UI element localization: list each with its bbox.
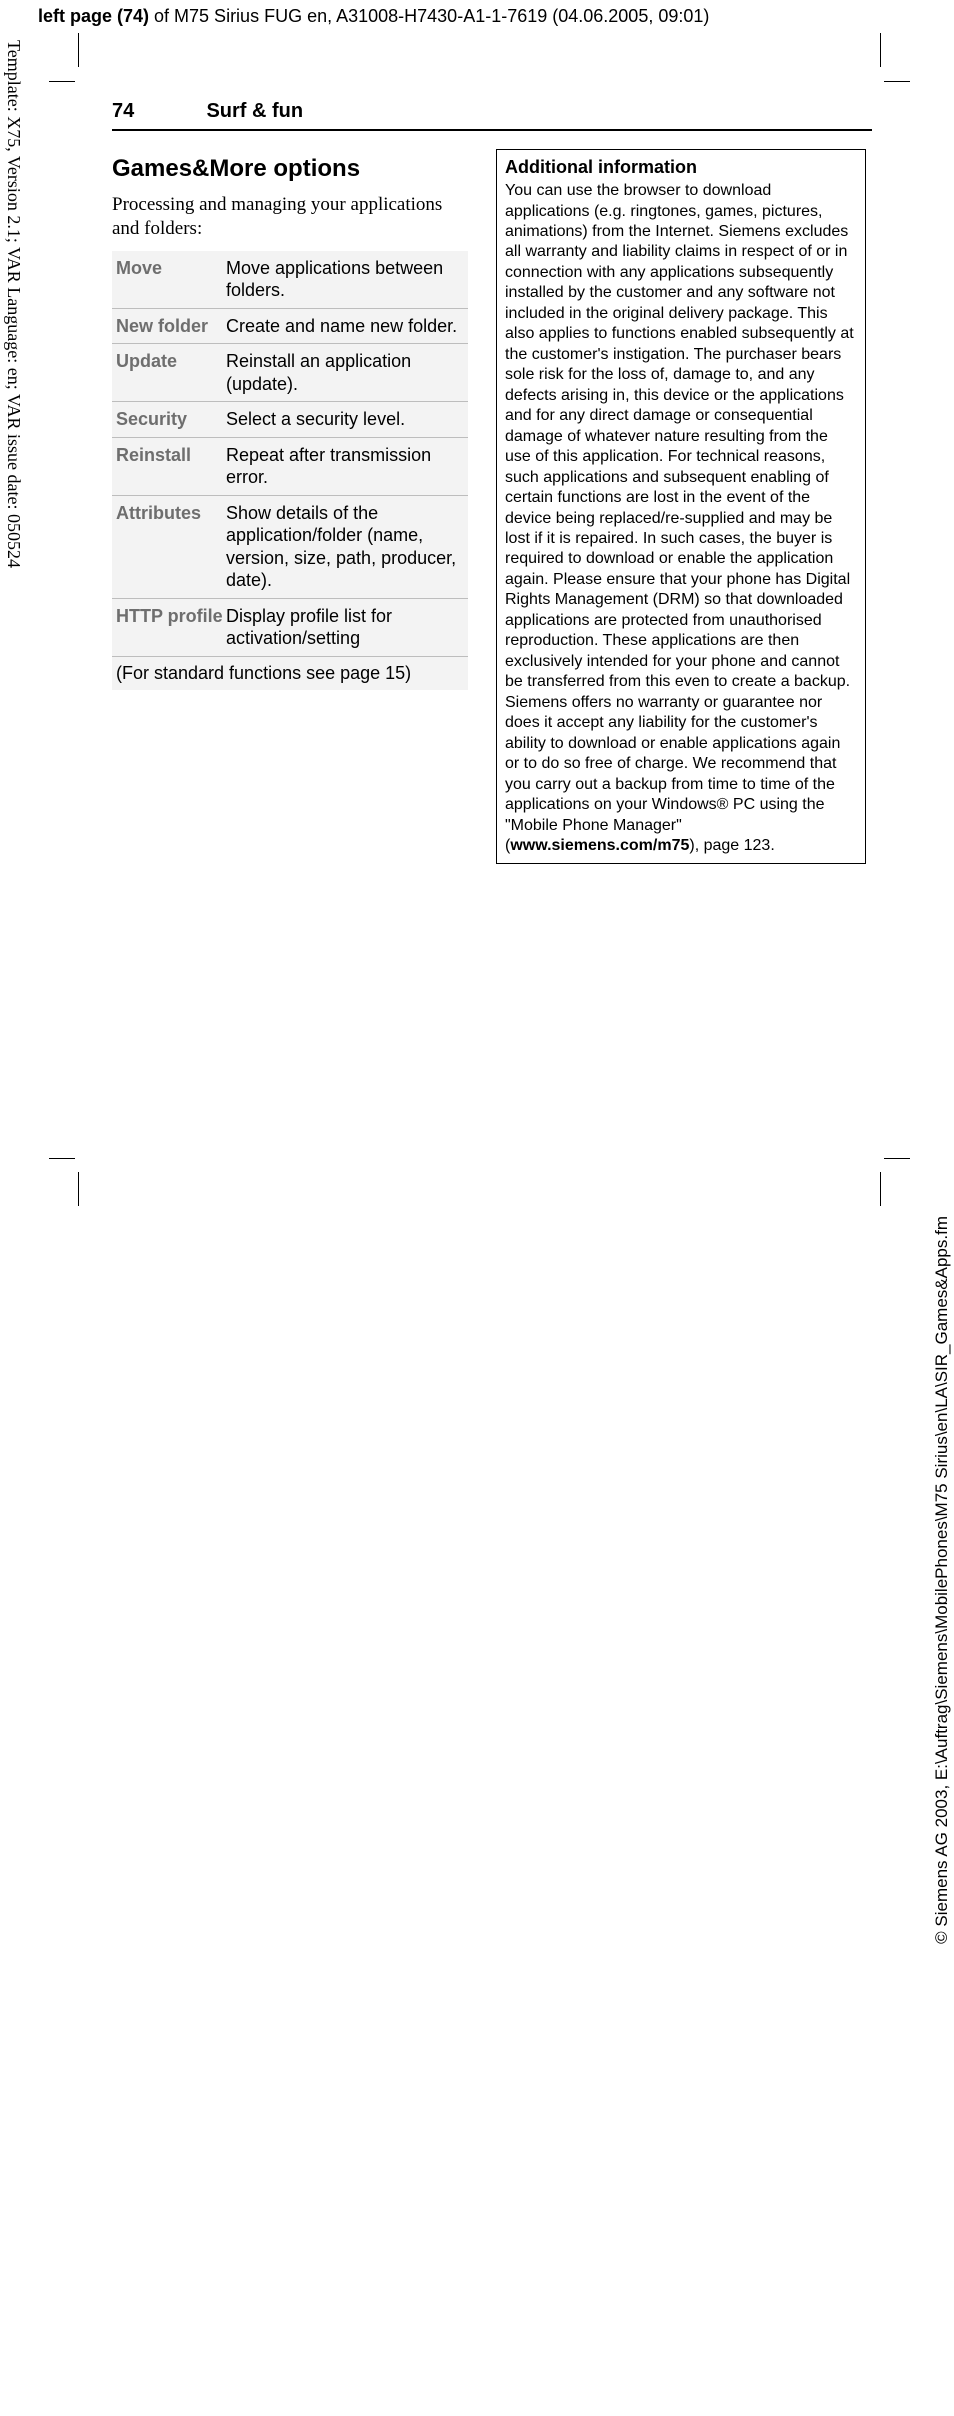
option-desc: Repeat after transmission error.	[226, 444, 464, 489]
table-row: Update Reinstall an application (update)…	[112, 344, 468, 402]
option-desc: Move applications between folders.	[226, 257, 464, 302]
crop-mark	[884, 1158, 910, 1159]
crop-mark	[49, 81, 75, 82]
option-term: Reinstall	[116, 444, 226, 489]
page: left page (74) of M75 Sirius FUG en, A31…	[0, 0, 954, 1246]
info-body-tail: ), page 123.	[689, 837, 774, 854]
option-desc: Reinstall an application (update).	[226, 350, 464, 395]
content-area: 74 Surf & fun Games&More options Process…	[112, 100, 872, 864]
crop-mark	[880, 33, 881, 67]
table-row: Move Move applications between folders.	[112, 251, 468, 309]
option-desc: Display profile list for activation/sett…	[226, 605, 464, 650]
table-row: Reinstall Repeat after transmission erro…	[112, 438, 468, 496]
crop-mark	[884, 81, 910, 82]
info-body: You can use the browser to download appl…	[505, 181, 857, 856]
option-term: Security	[116, 408, 226, 431]
option-desc: Create and name new folder.	[226, 315, 464, 338]
option-term: HTTP profile	[116, 605, 226, 650]
table-row: New folder Create and name new folder.	[112, 309, 468, 345]
crop-mark	[880, 1172, 881, 1206]
info-title: Additional information	[505, 156, 857, 179]
table-row: Attributes Show details of the applicati…	[112, 496, 468, 599]
crop-mark	[78, 33, 79, 67]
table-row: Security Select a security level.	[112, 402, 468, 438]
top-header-rest: of M75 Sirius FUG en, A31008-H7430-A1-1-…	[149, 6, 709, 26]
crop-mark	[78, 1172, 79, 1206]
info-box: Additional information You can use the b…	[496, 149, 866, 864]
page-number: 74	[112, 100, 202, 123]
running-header: 74 Surf & fun	[112, 100, 872, 131]
option-term: Move	[116, 257, 226, 302]
info-link: www.siemens.com/m75	[510, 837, 689, 854]
options-table: Move Move applications between folders. …	[112, 251, 468, 690]
option-term: New folder	[116, 315, 226, 338]
right-column: Additional information You can use the b…	[496, 149, 866, 864]
option-desc: Select a security level.	[226, 408, 464, 431]
right-margin-text: © Siemens AG 2003, E:\Auftrag\Siemens\Mo…	[932, 1216, 952, 2416]
crop-mark	[49, 1158, 75, 1159]
left-margin-text: Template: X75, Version 2.1; VAR Language…	[3, 40, 24, 1240]
table-footer: (For standard functions see page 15)	[112, 657, 468, 690]
option-term: Attributes	[116, 502, 226, 592]
section-title: Games&More options	[112, 155, 468, 183]
table-row: HTTP profile Display profile list for ac…	[112, 599, 468, 657]
left-column: Games&More options Processing and managi…	[112, 149, 468, 864]
option-term: Update	[116, 350, 226, 395]
info-body-text: You can use the browser to download appl…	[505, 182, 854, 854]
columns: Games&More options Processing and managi…	[112, 149, 872, 864]
chapter-title: Surf & fun	[206, 100, 303, 122]
top-header-bold: left page (74)	[38, 6, 149, 26]
option-desc: Show details of the application/folder (…	[226, 502, 464, 592]
section-intro: Processing and managing your application…	[112, 193, 468, 241]
top-header: left page (74) of M75 Sirius FUG en, A31…	[38, 6, 709, 27]
